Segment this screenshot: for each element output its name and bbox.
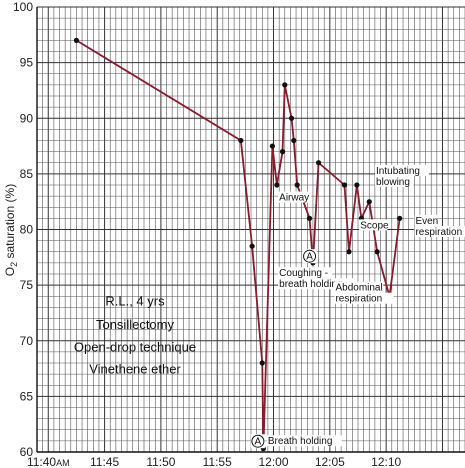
- annotation-text-bg: [278, 267, 333, 279]
- y-tick-label: 60: [20, 445, 34, 459]
- annotation-text: Scope: [360, 220, 389, 231]
- annotation-text: Abdominal: [335, 283, 382, 294]
- x-tick-label: 12:05: [315, 455, 345, 468]
- annotation-text: Airway: [279, 193, 309, 204]
- annotation: A Coughing -breath holding: [278, 249, 353, 290]
- annotation-text-bg: [266, 435, 342, 447]
- data-point: [346, 249, 352, 255]
- annotation: Scope: [359, 219, 389, 231]
- annotation-text-bg: [278, 278, 353, 290]
- data-point: [291, 137, 297, 144]
- y-tick-label: 100: [13, 0, 33, 14]
- data-point: [269, 143, 275, 149]
- info-box-line: Open-drop technique: [74, 339, 196, 354]
- annotation-text: respiration: [335, 294, 382, 305]
- annotation-text: Even: [415, 216, 438, 227]
- annotation-marker-label: A: [306, 252, 313, 263]
- data-point: [73, 37, 80, 43]
- data-point: [294, 182, 300, 188]
- annotation-text: breath holding: [279, 279, 342, 290]
- y-axis-label: O2 saturation (%): [3, 184, 19, 276]
- x-tick-suffix: AM: [56, 458, 69, 468]
- data-point: [354, 182, 360, 188]
- annotation-marker-label: A: [255, 437, 262, 448]
- x-tick-label: 11:50: [146, 455, 175, 468]
- x-tick-label: 12:00: [259, 455, 289, 468]
- data-point: [374, 249, 380, 255]
- annotation-marker-circle: [251, 434, 265, 448]
- data-point: [288, 115, 295, 121]
- annotation-text-bg: [375, 164, 430, 176]
- data-point: [366, 199, 372, 205]
- x-tick-label: 11:45: [90, 455, 119, 468]
- data-point: [306, 215, 313, 221]
- annotation-text-bg: [334, 281, 384, 293]
- annotation-text-bg: [278, 191, 312, 203]
- y-axis-label-o: O: [3, 267, 17, 276]
- data-point: [315, 160, 322, 166]
- x-tick-label: 11:40AM: [27, 455, 70, 468]
- info-box-line: Tonsillectomy: [96, 317, 175, 332]
- data-point: [282, 82, 288, 88]
- y-tick-label: 70: [20, 334, 34, 348]
- annotation-text: Intubating: [376, 166, 420, 177]
- data-point: [274, 182, 280, 188]
- annotation-marker-circle: [303, 249, 317, 263]
- data-point: [249, 243, 255, 249]
- annotation-text-bg: [414, 225, 465, 237]
- annotation-text-bg: [375, 175, 414, 187]
- annotation-text: Coughing -: [279, 268, 328, 279]
- annotation-text-bg: [359, 219, 388, 231]
- y-tick-label: 90: [20, 111, 34, 125]
- y-tick-label: 80: [20, 223, 34, 237]
- annotation-text: respiration: [415, 227, 462, 238]
- annotation-text: blowing: [376, 177, 410, 188]
- data-point: [238, 137, 244, 144]
- y-tick-label: 75: [20, 278, 34, 292]
- info-box: R.L., 4 yrs Tonsillectomy Open-drop techni…: [74, 294, 196, 377]
- y-axis-label-rest: saturation (%): [3, 184, 17, 262]
- info-box-line: R.L., 4 yrs: [105, 294, 165, 309]
- data-point: [397, 215, 403, 221]
- y-tick-label: 65: [20, 389, 34, 403]
- x-tick-label: 12:10: [371, 455, 401, 468]
- data-point: [259, 360, 265, 366]
- annotation-text: Breath holding: [268, 436, 333, 447]
- y-tick-label: 95: [20, 56, 34, 70]
- info-box-line: Vinethene ether: [89, 362, 181, 377]
- x-tick-label: 11:55: [203, 455, 232, 468]
- data-point: [279, 149, 286, 155]
- annotations: A Breath holding Airway A Coughing -breath h…: [250, 164, 465, 449]
- y-tick-label: 85: [20, 167, 34, 181]
- annotation-text-bg: [334, 292, 394, 304]
- tick-labels: 60 65 70 75 80 85 90 95 100 11:40AM 11:45 11:50 11:5…: [13, 0, 402, 468]
- data-point: [341, 182, 348, 188]
- annotation: A Breath holding: [250, 434, 342, 449]
- annotation-text-bg: [414, 214, 438, 226]
- y-axis-label-subscript: 2: [9, 262, 19, 267]
- annotation: Airway: [278, 191, 312, 204]
- axes: [36, 7, 465, 453]
